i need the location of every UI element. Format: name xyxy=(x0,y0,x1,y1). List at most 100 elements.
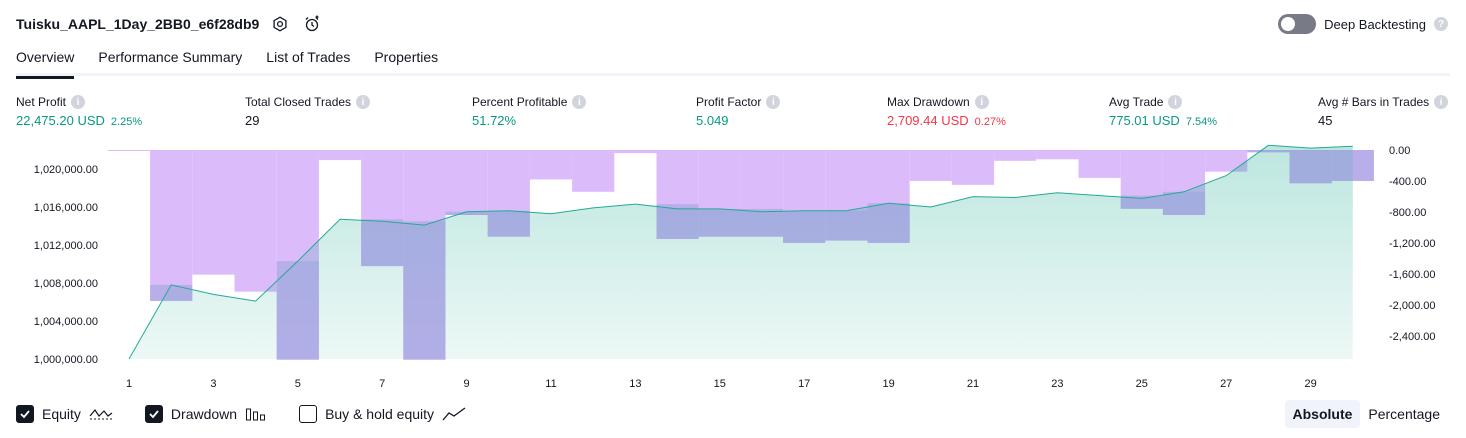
x-axis-tick: 27 xyxy=(1220,378,1232,390)
strategy-header: Tuisku_AAPL_1Day_2BB0_e6f28db9 xyxy=(16,12,323,36)
left-axis-tick: 1,020,000.00 xyxy=(34,164,98,176)
stat-value: 22,475.20 USD xyxy=(16,113,105,128)
drawdown-overlap-bar xyxy=(1247,150,1290,153)
info-icon[interactable]: i xyxy=(71,95,86,109)
percentage-button[interactable]: Percentage xyxy=(1368,406,1440,422)
stat-total-closed-trades: Total Closed Trades i 29 xyxy=(245,94,371,129)
drawdown-bar xyxy=(614,150,657,154)
left-axis-tick: 1,000,000.00 xyxy=(34,354,98,366)
drawdown-overlap-bar xyxy=(740,208,784,237)
drawdown-bar xyxy=(1036,150,1079,160)
right-axis-tick: -1,200.00 xyxy=(1389,238,1435,250)
stat-value: 2,709.44 USD xyxy=(887,113,969,128)
stat-label: Total Closed Trades xyxy=(245,95,352,109)
info-icon[interactable]: i xyxy=(1168,95,1183,109)
left-axis-tick: 1,008,000.00 xyxy=(34,278,98,290)
drawdown-checkbox[interactable] xyxy=(144,405,163,423)
stat-label: Max Drawdown xyxy=(887,95,970,109)
x-axis-tick: 19 xyxy=(882,378,894,390)
stat-value: 51.72% xyxy=(472,113,517,128)
legend-drawdown-label: Drawdown xyxy=(170,406,238,422)
x-axis-tick: 11 xyxy=(545,378,556,390)
legend-equity-label: Equity xyxy=(42,406,81,422)
right-axis-tick: -800.00 xyxy=(1389,207,1426,219)
legend-buy-hold[interactable]: Buy & hold equity xyxy=(299,405,466,423)
drawdown-bar xyxy=(234,150,277,292)
stat-avg-trade: Avg Trade i 775.01 USD 7.54% xyxy=(1109,94,1217,129)
x-axis-tick: 13 xyxy=(629,378,641,390)
buy-hold-line-icon xyxy=(442,406,466,422)
stat-net-profit: Net Profit i 22,475.20 USD 2.25% xyxy=(16,94,142,129)
x-axis-tick: 23 xyxy=(1051,378,1063,390)
x-axis-tick: 5 xyxy=(295,378,301,390)
stat-label: Avg # Bars in Trades xyxy=(1318,95,1430,109)
stat-value: 775.01 USD xyxy=(1109,113,1180,128)
strategy-title: Tuisku_AAPL_1Day_2BB0_e6f28db9 xyxy=(16,16,260,32)
x-axis-tick: 25 xyxy=(1136,378,1148,390)
drawdown-overlap-bar xyxy=(1289,150,1332,184)
drawdown-bar xyxy=(529,150,573,180)
x-axis-tick: 29 xyxy=(1304,378,1316,390)
stat-percent: 7.54% xyxy=(1185,116,1218,128)
drawdown-overlap-bar xyxy=(150,284,193,301)
info-icon[interactable]: i xyxy=(974,95,989,109)
left-axis-tick: 1,012,000.00 xyxy=(34,240,98,252)
stat-max-drawdown: Max Drawdown i 2,709.44 USD 0.27% xyxy=(887,94,1006,129)
right-axis-tick: -2,400.00 xyxy=(1389,331,1435,343)
report-tabs: Overview Performance Summary List of Tra… xyxy=(16,46,1450,79)
stat-avg-bars: Avg # Bars in Trades i 45 xyxy=(1318,94,1449,129)
help-icon[interactable]: ? xyxy=(1434,17,1448,31)
drawdown-bar xyxy=(192,150,235,275)
drawdown-overlap-bar xyxy=(1120,195,1163,209)
x-axis: 1 3 5 7 9 11 13 15 17 19 21 23 25 27 29 xyxy=(126,378,1317,390)
drawdown-bar xyxy=(994,150,1037,161)
right-axis-tick: -2,000.00 xyxy=(1389,300,1435,312)
legend-equity[interactable]: Equity xyxy=(16,405,113,423)
x-axis-tick: 7 xyxy=(379,378,385,390)
drawdown-bar xyxy=(1078,150,1121,178)
info-icon[interactable]: i xyxy=(356,95,371,109)
info-icon[interactable]: i xyxy=(766,95,781,109)
right-axis-tick: -400.00 xyxy=(1389,176,1426,188)
tab-overview[interactable]: Overview xyxy=(16,46,75,79)
deep-backtesting: Deep Backtesting ? xyxy=(1278,14,1448,34)
info-icon[interactable]: i xyxy=(572,95,587,109)
drawdown-overlap-bar xyxy=(445,211,488,216)
left-axis-tick: 1,004,000.00 xyxy=(34,316,98,328)
drawdown-overlap-bar xyxy=(656,204,699,240)
check-icon xyxy=(20,410,30,419)
alarm-clock-icon[interactable] xyxy=(301,13,323,35)
equity-line xyxy=(128,144,1353,360)
drawdown-bar xyxy=(951,150,995,185)
info-icon[interactable]: i xyxy=(1434,95,1449,109)
drawdown-overlap xyxy=(150,150,1374,360)
equity-line-icon xyxy=(89,406,113,422)
tab-performance-summary[interactable]: Performance Summary xyxy=(98,49,243,65)
drawdown-overlap-bar xyxy=(1331,150,1374,181)
drawdown-overlap-bar xyxy=(698,208,741,237)
stat-label: Avg Trade xyxy=(1109,95,1164,109)
right-axis-tick: 0.00 xyxy=(1389,145,1410,157)
toggle-knob xyxy=(1281,17,1296,31)
stat-percent: 0.27% xyxy=(974,116,1006,128)
stat-value: 29 xyxy=(245,113,260,128)
settings-icon[interactable] xyxy=(269,13,291,35)
equity-checkbox[interactable] xyxy=(16,405,34,423)
absolute-button[interactable]: Absolute xyxy=(1284,400,1361,428)
legend-drawdown[interactable]: Drawdown xyxy=(144,405,267,423)
deep-backtesting-label: Deep Backtesting xyxy=(1324,16,1426,32)
stat-label: Net Profit xyxy=(16,95,67,109)
drawdown-bar xyxy=(1205,150,1248,172)
tab-properties[interactable]: Properties xyxy=(374,49,439,65)
drawdown-bar xyxy=(445,150,488,216)
tab-list-of-trades[interactable]: List of Trades xyxy=(266,49,351,65)
x-axis-tick: 21 xyxy=(967,378,979,390)
drawdown-bar xyxy=(572,150,615,192)
drawdown-overlap-bar xyxy=(487,210,530,237)
drawdown-overlap-bar xyxy=(361,219,404,267)
deep-backtesting-toggle[interactable] xyxy=(1278,14,1317,34)
drawdown-overlap-bar xyxy=(825,210,868,241)
legend-buy-hold-label: Buy & hold equity xyxy=(325,406,435,422)
buy-hold-checkbox[interactable] xyxy=(299,405,318,423)
drawdown-bar xyxy=(909,150,952,181)
